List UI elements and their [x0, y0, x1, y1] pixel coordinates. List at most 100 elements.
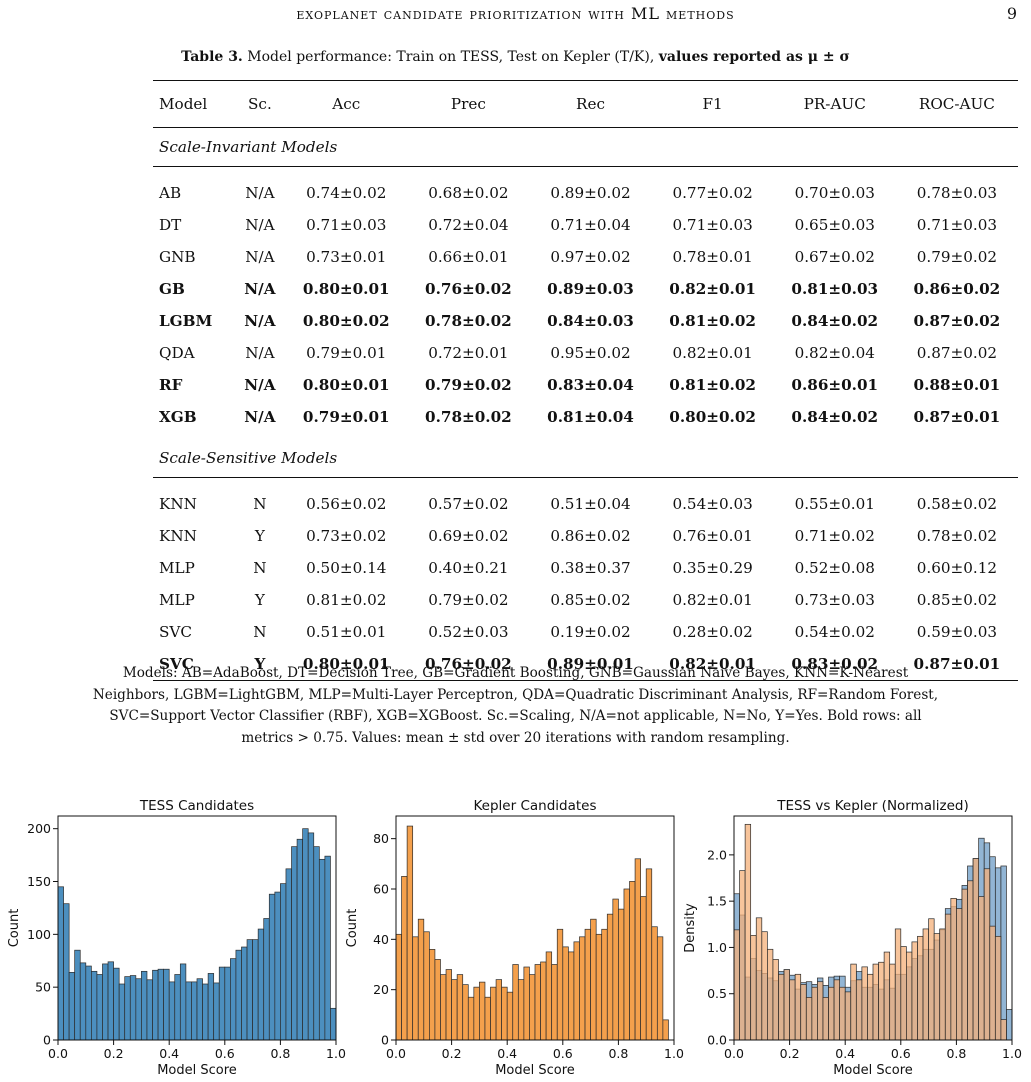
histogram-bar [406, 825, 414, 1041]
histogram-bar-series-1 [744, 823, 752, 1041]
metric-cell: 0.76±0.02 [425, 280, 512, 298]
histogram-bar [529, 974, 536, 1041]
x-tick-label: 1.0 [1002, 1046, 1022, 1061]
metric-cell: 0.82±0.01 [651, 648, 774, 681]
y-axis-label: Density [683, 903, 698, 953]
histogram-bar [623, 888, 630, 1041]
histogram-figure: 0.0 0.2 0.4 0.6 0.8 1.0 0 50 100 150 200 TESS Candi… [0, 778, 1031, 1078]
metric-cell: 0.71±0.03 [672, 216, 753, 234]
metric-cell: 0.81±0.04 [547, 408, 634, 426]
group-rule [153, 166, 1018, 177]
histogram-bar-series-1 [878, 961, 885, 1041]
table-caption: Table 3. Model performance: Train on TES… [0, 49, 1031, 65]
y-tick-label: 20 [373, 982, 389, 997]
metric-cell: 0.19±0.02 [550, 623, 631, 641]
group-rule [153, 477, 1018, 488]
histogram-bar [241, 946, 248, 1041]
scaling-cell: N/A [245, 184, 275, 202]
metric-cell: 0.78±0.02 [425, 408, 512, 426]
notes-line: Neighbors, LGBM=LightGBM, MLP=Multi-Laye… [92, 686, 939, 703]
histogram-bar-series-1 [817, 981, 824, 1041]
histogram-bar [213, 982, 220, 1041]
column-header: F1 [651, 80, 774, 128]
histogram-bar-series-1 [967, 880, 974, 1041]
metric-cell: 0.35±0.29 [672, 559, 753, 577]
histogram-bar [595, 933, 603, 1041]
histogram-bar [590, 918, 597, 1041]
scaling-cell: N [253, 559, 267, 577]
metric-cell: 0.81±0.02 [669, 312, 756, 330]
x-tick-label: 0.2 [780, 1046, 800, 1061]
histogram-bar [429, 949, 436, 1041]
x-axis-label: Model Score [157, 1063, 237, 1078]
histogram-bar [102, 963, 109, 1041]
model-cell: QDA [159, 344, 195, 362]
metric-cell: 0.88±0.01 [913, 376, 1001, 394]
x-tick-label: 0.4 [835, 1046, 855, 1061]
y-tick-label: 100 [27, 927, 51, 942]
histogram-bar [179, 963, 187, 1041]
table-row: MLP N 0.50±0.14 0.40±0.21 0.38±0.37 0.35±0.29… [153, 552, 1018, 584]
histogram-bar [185, 981, 192, 1041]
x-tick-label: 0.0 [386, 1046, 406, 1061]
histogram-bar [79, 962, 87, 1041]
metric-cell: 0.51±0.01 [306, 623, 387, 641]
metric-cell: 0.71±0.04 [550, 216, 631, 234]
table-row: DT N/A 0.71±0.03 0.72±0.04 0.71±0.04 0.71±0.0… [153, 209, 1018, 241]
x-tick-label: 0.4 [497, 1046, 517, 1061]
scaling-cell: N/A [244, 408, 276, 426]
metric-cell: 0.80±0.01 [285, 648, 408, 681]
histogram-bar [467, 996, 475, 1041]
histogram-bar-series-0 [1006, 1009, 1013, 1041]
y-tick-label: 1.5 [707, 894, 727, 909]
scaling-cell: N [253, 495, 267, 513]
histogram-bar-series-1 [989, 925, 996, 1041]
histogram-bar-series-1 [761, 931, 768, 1041]
metric-cell: 0.82±0.01 [669, 280, 756, 298]
metric-cell: 0.78±0.02 [425, 312, 512, 330]
metric-cell: 0.74±0.02 [306, 184, 387, 202]
x-tick-label: 0.8 [270, 1046, 290, 1061]
table-row: AB N/A 0.74±0.02 0.68±0.02 0.89±0.02 0.77±0.0… [153, 177, 1018, 209]
histogram-bar [401, 876, 408, 1041]
histogram-bar-series-1 [961, 888, 968, 1041]
metric-cell: 0.51±0.04 [550, 495, 631, 513]
histogram-bar [68, 972, 76, 1041]
metric-cell: 0.73±0.01 [306, 248, 387, 266]
histogram-bar [224, 966, 231, 1041]
metric-cell: 0.73±0.03 [794, 591, 875, 609]
histogram-bar-series-1 [1000, 1019, 1007, 1041]
x-tick-label: 0.0 [724, 1046, 744, 1061]
metric-cell: 0.58±0.02 [916, 495, 998, 513]
histogram-bar [506, 991, 514, 1041]
histogram-bar [152, 969, 159, 1041]
metric-cell: 0.78±0.01 [672, 248, 753, 266]
histogram-panel: 0.0 0.2 0.4 0.6 0.8 1.0 0 50 100 150 200 TESS Candi… [7, 798, 346, 1078]
x-axis-label: Model Score [495, 1063, 575, 1078]
metric-cell: 0.81±0.03 [791, 280, 879, 298]
histogram-bar [395, 933, 402, 1041]
notes-line: SVC=Support Vector Classifier (RBF), XGB… [109, 708, 922, 724]
metric-cell: 0.54±0.02 [794, 623, 875, 641]
metric-cell: 0.87±0.02 [913, 312, 1001, 330]
histogram-bar [307, 832, 315, 1041]
metric-cell: 0.50±0.14 [306, 559, 387, 577]
metric-cell: 0.76±0.02 [407, 648, 530, 681]
y-tick-label: 0.0 [707, 1033, 727, 1048]
table-header-row: Model Sc. Acc Prec Rec F1 PR-AUC ROC-AUC [153, 80, 1018, 128]
column-header: Acc [285, 80, 408, 128]
histogram-bar-series-1 [883, 951, 891, 1041]
metric-cell: 0.71±0.02 [794, 527, 875, 545]
model-cell: MLP [159, 559, 195, 577]
metric-cell: 0.77±0.02 [672, 184, 753, 202]
metric-cell: 0.57±0.02 [428, 495, 509, 513]
y-tick-label: 0 [381, 1033, 389, 1048]
metric-cell: 0.38±0.37 [550, 559, 631, 577]
histogram-bar [634, 858, 641, 1041]
histogram-bar-series-1 [928, 918, 935, 1041]
histogram-bar [606, 913, 614, 1041]
model-cell: GNB [159, 248, 196, 266]
metric-cell: 0.79±0.01 [302, 408, 390, 426]
histogram-bar-series-0 [1000, 865, 1007, 1041]
metric-cell: 0.65±0.03 [794, 216, 875, 234]
